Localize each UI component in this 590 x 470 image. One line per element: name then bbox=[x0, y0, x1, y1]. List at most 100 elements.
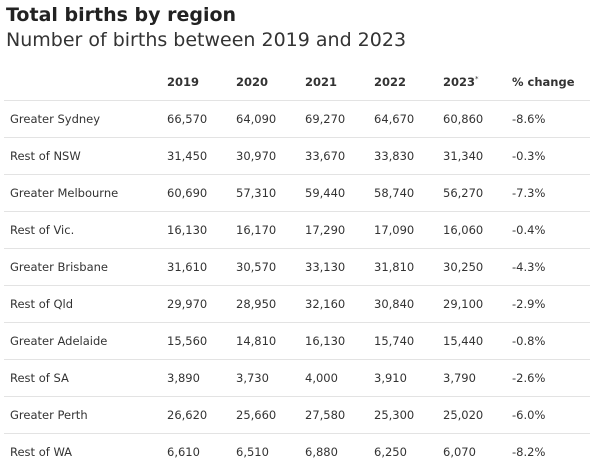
column-header-label: 2022 bbox=[374, 75, 406, 89]
column-header-label: 2019 bbox=[167, 75, 199, 89]
births-value-cell: 15,740 bbox=[374, 323, 443, 360]
column-header: 2023* bbox=[443, 64, 512, 101]
column-header: 2020 bbox=[236, 64, 305, 101]
column-header-label: % change bbox=[512, 75, 575, 89]
births-value-cell: 3,790 bbox=[443, 360, 512, 397]
region-cell: Greater Brisbane bbox=[4, 249, 167, 286]
region-cell: Greater Melbourne bbox=[4, 175, 167, 212]
births-value-cell: 6,610 bbox=[167, 434, 236, 470]
chart-title: Total births by region bbox=[6, 4, 236, 26]
births-value-cell: 30,840 bbox=[374, 286, 443, 323]
percent-change-cell: -2.6% bbox=[512, 360, 590, 397]
chart-subtitle: Number of births between 2019 and 2023 bbox=[6, 29, 406, 51]
births-value-cell: 6,510 bbox=[236, 434, 305, 470]
births-value-cell: 33,670 bbox=[305, 138, 374, 175]
column-header: % change bbox=[512, 64, 590, 101]
births-value-cell: 64,670 bbox=[374, 101, 443, 138]
births-value-cell: 30,250 bbox=[443, 249, 512, 286]
region-cell: Rest of Qld bbox=[4, 286, 167, 323]
births-value-cell: 14,810 bbox=[236, 323, 305, 360]
footnote-marker: * bbox=[475, 75, 479, 83]
region-cell: Rest of SA bbox=[4, 360, 167, 397]
percent-change-cell: -8.2% bbox=[512, 434, 590, 470]
births-value-cell: 25,020 bbox=[443, 397, 512, 434]
region-cell: Greater Adelaide bbox=[4, 323, 167, 360]
births-value-cell: 33,130 bbox=[305, 249, 374, 286]
births-value-cell: 6,070 bbox=[443, 434, 512, 470]
births-value-cell: 33,830 bbox=[374, 138, 443, 175]
births-value-cell: 6,250 bbox=[374, 434, 443, 470]
births-value-cell: 25,300 bbox=[374, 397, 443, 434]
column-header-label: 2023 bbox=[443, 75, 475, 89]
births-value-cell: 17,090 bbox=[374, 212, 443, 249]
region-cell: Greater Sydney bbox=[4, 101, 167, 138]
births-value-cell: 69,270 bbox=[305, 101, 374, 138]
births-value-cell: 28,950 bbox=[236, 286, 305, 323]
births-value-cell: 30,970 bbox=[236, 138, 305, 175]
births-value-cell: 25,660 bbox=[236, 397, 305, 434]
births-value-cell: 32,160 bbox=[305, 286, 374, 323]
percent-change-cell: -6.0% bbox=[512, 397, 590, 434]
percent-change-cell: -8.6% bbox=[512, 101, 590, 138]
percent-change-cell: -2.9% bbox=[512, 286, 590, 323]
births-value-cell: 31,610 bbox=[167, 249, 236, 286]
births-value-cell: 30,570 bbox=[236, 249, 305, 286]
column-header-label: 2021 bbox=[305, 75, 337, 89]
births-value-cell: 66,570 bbox=[167, 101, 236, 138]
region-cell: Rest of Vic. bbox=[4, 212, 167, 249]
births-value-cell: 58,740 bbox=[374, 175, 443, 212]
births-value-cell: 27,580 bbox=[305, 397, 374, 434]
percent-change-cell: -4.3% bbox=[512, 249, 590, 286]
births-value-cell: 15,440 bbox=[443, 323, 512, 360]
births-value-cell: 17,290 bbox=[305, 212, 374, 249]
births-value-cell: 6,880 bbox=[305, 434, 374, 470]
births-value-cell: 56,270 bbox=[443, 175, 512, 212]
births-value-cell: 15,560 bbox=[167, 323, 236, 360]
column-header-region bbox=[4, 64, 167, 101]
births-value-cell: 29,970 bbox=[167, 286, 236, 323]
births-value-cell: 4,000 bbox=[305, 360, 374, 397]
percent-change-cell: -0.8% bbox=[512, 323, 590, 360]
births-value-cell: 3,730 bbox=[236, 360, 305, 397]
column-header-label: 2020 bbox=[236, 75, 268, 89]
column-header: 2022 bbox=[374, 64, 443, 101]
region-cell: Greater Perth bbox=[4, 397, 167, 434]
births-value-cell: 3,890 bbox=[167, 360, 236, 397]
births-value-cell: 57,310 bbox=[236, 175, 305, 212]
births-value-cell: 26,620 bbox=[167, 397, 236, 434]
births-value-cell: 60,860 bbox=[443, 101, 512, 138]
region-cell: Rest of WA bbox=[4, 434, 167, 470]
births-value-cell: 16,130 bbox=[305, 323, 374, 360]
births-value-cell: 64,090 bbox=[236, 101, 305, 138]
region-cell: Rest of NSW bbox=[4, 138, 167, 175]
births-value-cell: 16,170 bbox=[236, 212, 305, 249]
births-value-cell: 31,810 bbox=[374, 249, 443, 286]
percent-change-cell: -0.3% bbox=[512, 138, 590, 175]
column-header: 2021 bbox=[305, 64, 374, 101]
percent-change-cell: -7.3% bbox=[512, 175, 590, 212]
column-header: 2019 bbox=[167, 64, 236, 101]
births-value-cell: 59,440 bbox=[305, 175, 374, 212]
births-value-cell: 29,100 bbox=[443, 286, 512, 323]
births-value-cell: 16,130 bbox=[167, 212, 236, 249]
births-value-cell: 31,450 bbox=[167, 138, 236, 175]
births-value-cell: 16,060 bbox=[443, 212, 512, 249]
percent-change-cell: -0.4% bbox=[512, 212, 590, 249]
births-value-cell: 31,340 bbox=[443, 138, 512, 175]
births-value-cell: 60,690 bbox=[167, 175, 236, 212]
births-value-cell: 3,910 bbox=[374, 360, 443, 397]
